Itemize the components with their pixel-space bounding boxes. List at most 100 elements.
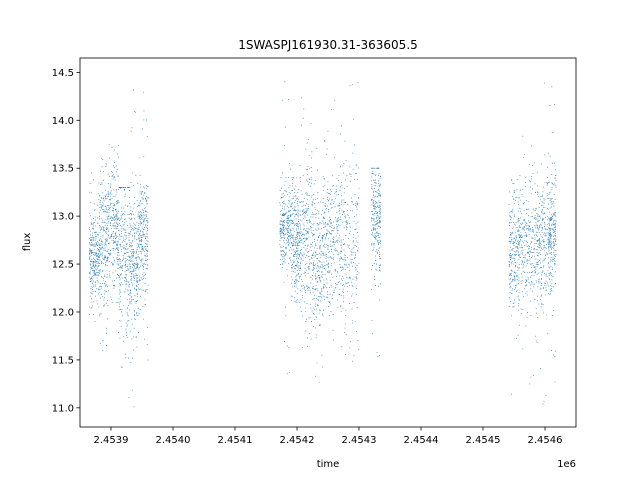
data-point [373, 226, 375, 228]
data-point [313, 268, 315, 270]
data-point [311, 157, 313, 159]
data-point [376, 202, 378, 204]
data-point [301, 97, 302, 99]
data-point [329, 244, 331, 246]
data-point [513, 243, 515, 245]
data-point [554, 356, 556, 357]
data-point [537, 252, 539, 254]
data-point [355, 279, 357, 281]
data-point [314, 288, 316, 290]
data-point [118, 309, 120, 311]
data-point [112, 214, 114, 216]
data-point [279, 228, 281, 230]
data-point [532, 172, 534, 174]
data-point [93, 284, 95, 286]
data-point [335, 189, 337, 191]
data-point [377, 240, 379, 242]
data-point [330, 233, 332, 235]
data-point [306, 285, 308, 287]
data-point [290, 261, 292, 263]
data-point [94, 232, 96, 233]
data-point [378, 201, 380, 203]
data-point [137, 213, 139, 215]
data-point [379, 211, 381, 212]
data-point [116, 171, 118, 173]
data-point [341, 294, 343, 296]
data-point [115, 235, 117, 237]
data-point [299, 255, 301, 257]
data-point [128, 235, 130, 237]
data-point [97, 254, 99, 255]
data-point [550, 198, 552, 200]
data-point [107, 286, 108, 287]
data-point [293, 196, 295, 198]
data-point [129, 186, 131, 188]
data-point [291, 236, 293, 238]
data-point [379, 215, 381, 217]
data-point [298, 268, 300, 270]
data-point [525, 278, 527, 280]
data-point [552, 215, 554, 217]
data-point [348, 264, 350, 266]
data-point [535, 207, 537, 209]
data-point [550, 288, 552, 290]
data-point [108, 253, 110, 255]
data-point [113, 227, 115, 229]
data-point [117, 228, 119, 230]
data-point [510, 256, 512, 258]
data-point [102, 296, 104, 297]
data-point [312, 298, 314, 300]
data-point [358, 187, 360, 189]
data-point [146, 243, 148, 245]
data-point [99, 170, 101, 172]
data-point [375, 239, 377, 241]
data-point [112, 173, 114, 175]
data-point [307, 272, 309, 274]
data-point [518, 254, 520, 255]
data-point [103, 278, 105, 280]
data-point [538, 215, 540, 217]
data-point [531, 271, 533, 273]
data-point [307, 286, 309, 288]
data-point [308, 155, 310, 156]
data-point [348, 173, 350, 175]
data-point [284, 259, 286, 261]
data-point [140, 277, 142, 279]
data-point [518, 295, 520, 297]
data-point [379, 247, 381, 249]
data-point [331, 237, 333, 239]
data-point [377, 232, 379, 234]
data-point [520, 312, 522, 314]
data-point [297, 248, 299, 250]
data-point [375, 223, 377, 225]
data-point [551, 225, 552, 227]
data-point [328, 193, 330, 195]
data-point [89, 226, 90, 228]
data-point [96, 288, 98, 290]
data-point [133, 299, 135, 301]
data-point [147, 292, 149, 294]
data-point [103, 179, 105, 181]
data-point [128, 285, 130, 287]
data-point [314, 305, 316, 307]
data-point [121, 241, 123, 243]
data-point [297, 213, 299, 215]
data-point [98, 246, 100, 248]
data-point [120, 219, 122, 221]
data-point [94, 210, 96, 212]
data-point [120, 273, 122, 275]
data-point [109, 242, 111, 244]
data-point [333, 249, 335, 251]
data-point [102, 227, 104, 229]
data-point [280, 228, 282, 230]
data-point [314, 202, 316, 204]
data-point [142, 269, 144, 270]
data-point [98, 272, 100, 273]
data-point [103, 280, 105, 282]
data-point [548, 239, 550, 241]
data-point [291, 203, 293, 205]
data-point [284, 206, 286, 208]
data-point [514, 197, 516, 199]
data-point [316, 288, 318, 290]
data-point [377, 235, 379, 237]
